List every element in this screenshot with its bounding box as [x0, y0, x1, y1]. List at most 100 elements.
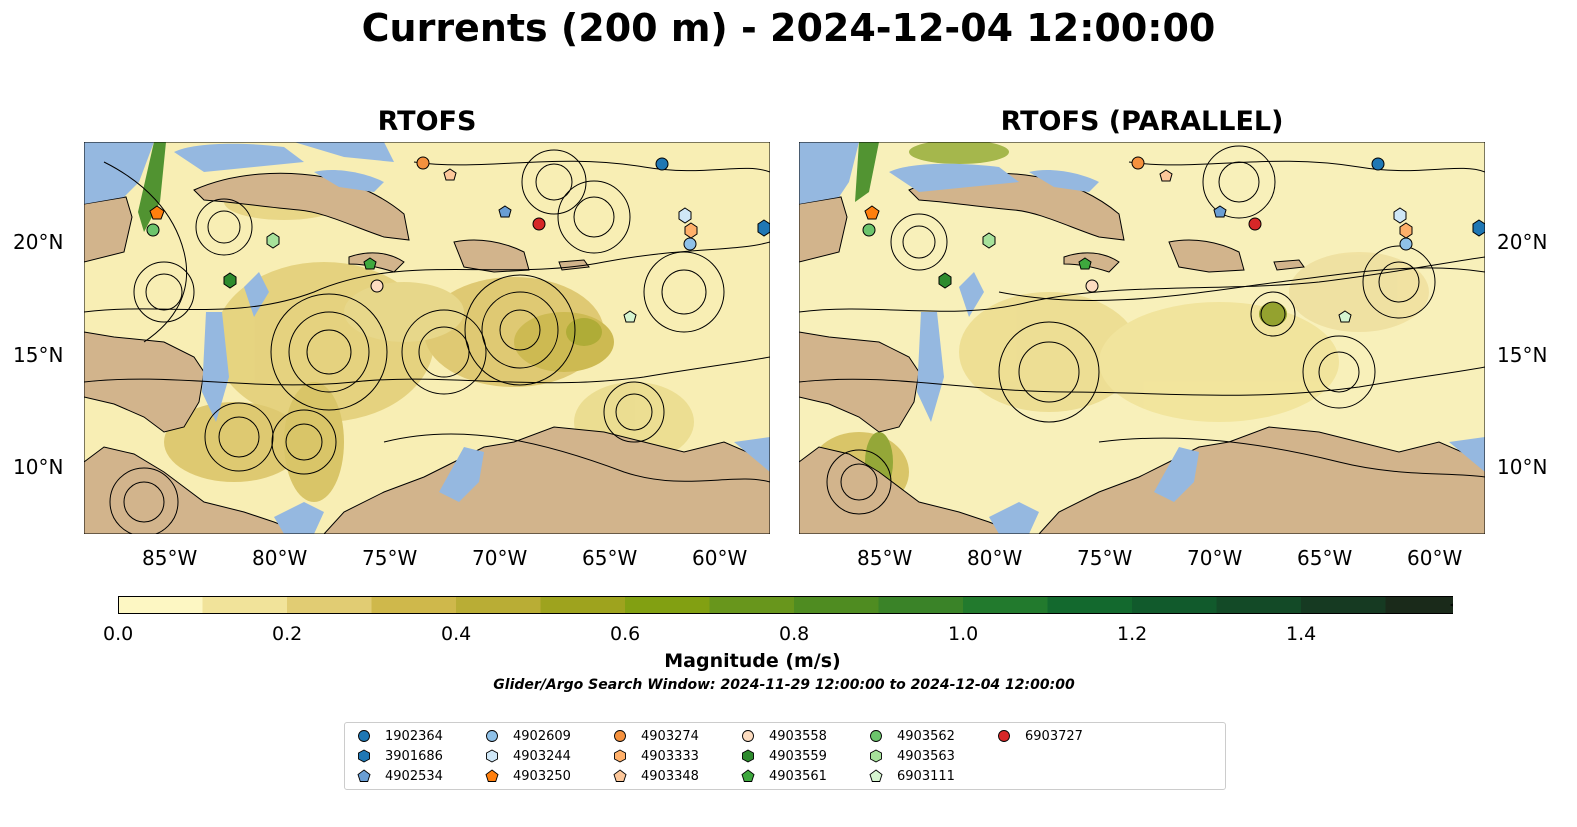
legend-label: 4903274	[641, 728, 699, 744]
circle-marker-icon	[614, 730, 626, 742]
legend-item: 3901686	[357, 746, 443, 766]
legend-label: 4903244	[513, 748, 571, 764]
float-legend: 1902364 3901686 4902534 4902609 4903244 49032…	[344, 722, 1226, 790]
legend-label: 4903563	[897, 748, 955, 764]
legend-item: 4902534	[357, 766, 443, 786]
legend-item: 4903348	[613, 766, 699, 786]
map-rtofs-parallel-canvas	[799, 142, 1485, 534]
colorbar-segment	[625, 596, 710, 614]
legend-item: 6903727	[997, 726, 1083, 746]
panel-title-rtofs-parallel: RTOFS (PARALLEL)	[1000, 106, 1284, 137]
colorbar-tick-label: 0.0	[103, 623, 134, 645]
lat-tick-label: 10°N	[1497, 455, 1548, 479]
panel-title-rtofs: RTOFS	[377, 106, 477, 137]
lat-tick-label: 15°N	[1497, 343, 1548, 367]
legend-label: 4903559	[769, 748, 827, 764]
search-window-note: Glider/Argo Search Window: 2024-11-29 12…	[493, 677, 1075, 693]
hexagon-marker-icon	[358, 749, 370, 763]
colorbar-tick-label: 1.0	[948, 623, 979, 645]
colorbar-segment	[1216, 596, 1302, 614]
lon-tick-label: 70°W	[472, 546, 528, 570]
colorbar-segment	[709, 596, 795, 614]
colorbar-border	[118, 596, 1453, 614]
lon-tick-label: 75°W	[1077, 546, 1133, 570]
colorbar-segment	[1385, 596, 1453, 614]
colorbar-tick-label: 0.4	[441, 623, 472, 645]
pentagon-marker-icon	[485, 769, 499, 782]
lon-tick-label: 60°W	[1407, 546, 1463, 570]
legend-item: 4903333	[613, 746, 699, 766]
lon-tick-label: 70°W	[1187, 546, 1243, 570]
legend-label: 4903562	[897, 728, 955, 744]
colorbar-segment	[963, 596, 1048, 614]
pentagon-marker-icon	[741, 769, 755, 782]
colorbar	[118, 596, 1453, 614]
legend-item: 4903559	[741, 746, 827, 766]
lon-tick-label: 85°W	[857, 546, 913, 570]
pentagon-marker-icon	[613, 769, 627, 782]
lat-tick-label: 20°N	[1497, 230, 1548, 254]
colorbar-segment	[1047, 596, 1133, 614]
legend-label: 6903111	[897, 768, 955, 784]
legend-label: 3901686	[385, 748, 443, 764]
colorbar-segment	[456, 596, 541, 614]
colorbar-segment	[794, 596, 879, 614]
colorbar-tick-label: 0.2	[272, 623, 303, 645]
colorbar-segment	[540, 596, 626, 614]
legend-item: 4903561	[741, 766, 827, 786]
legend-label: 4903561	[769, 768, 827, 784]
colorbar-title: Magnitude (m/s)	[664, 650, 841, 672]
circle-marker-icon	[998, 730, 1010, 742]
legend-item: 4903563	[869, 746, 955, 766]
legend-item: 4903558	[741, 726, 827, 746]
colorbar-tick-label: 0.8	[779, 623, 810, 645]
legend-item: 1902364	[357, 726, 443, 746]
circle-marker-icon	[742, 730, 754, 742]
legend-item: 6903111	[869, 766, 955, 786]
colorbar-extend-arrow	[1449, 603, 1453, 607]
lat-tick-label: 20°N	[13, 230, 64, 254]
circle-marker-icon	[358, 730, 370, 742]
legend-item: 4903562	[869, 726, 955, 746]
legend-item: 4903250	[485, 766, 571, 786]
lon-tick-label: 65°W	[1297, 546, 1353, 570]
colorbar-tick-label: 0.6	[610, 623, 641, 645]
hexagon-marker-icon	[486, 749, 498, 763]
legend-label: 4902534	[385, 768, 443, 784]
lon-tick-label: 65°W	[582, 546, 638, 570]
colorbar-segment	[118, 596, 203, 614]
colorbar-tick-label: 1.2	[1117, 623, 1148, 645]
circle-marker-icon	[870, 730, 882, 742]
map-panel-rtofs-parallel	[799, 142, 1485, 534]
colorbar-segment	[1132, 596, 1217, 614]
hexagon-marker-icon	[742, 749, 754, 763]
colorbar-segment	[202, 596, 288, 614]
legend-item: 4903244	[485, 746, 571, 766]
colorbar-segment	[287, 596, 372, 614]
legend-label: 4902609	[513, 728, 571, 744]
colorbar-segment	[1301, 596, 1386, 614]
legend-item: 4902609	[485, 726, 571, 746]
colorbar-tick-label: 1.4	[1286, 623, 1317, 645]
lat-tick-label: 15°N	[13, 343, 64, 367]
pentagon-marker-icon	[869, 769, 883, 782]
circle-marker-icon	[486, 730, 498, 742]
map-rtofs-canvas	[84, 142, 770, 534]
lon-tick-label: 60°W	[692, 546, 748, 570]
map-panel-rtofs	[84, 142, 770, 534]
legend-label: 4903348	[641, 768, 699, 784]
legend-label: 1902364	[385, 728, 443, 744]
lon-tick-label: 75°W	[362, 546, 418, 570]
hexagon-marker-icon	[614, 749, 626, 763]
legend-label: 4903250	[513, 768, 571, 784]
colorbar-segment	[878, 596, 964, 614]
figure-title: Currents (200 m) - 2024-12-04 12:00:00	[361, 6, 1216, 50]
lon-tick-label: 80°W	[252, 546, 308, 570]
lon-tick-label: 80°W	[967, 546, 1023, 570]
legend-item: 4903274	[613, 726, 699, 746]
pentagon-marker-icon	[357, 769, 371, 782]
legend-label: 6903727	[1025, 728, 1083, 744]
lon-tick-label: 85°W	[142, 546, 198, 570]
legend-label: 4903558	[769, 728, 827, 744]
hexagon-marker-icon	[870, 749, 882, 763]
